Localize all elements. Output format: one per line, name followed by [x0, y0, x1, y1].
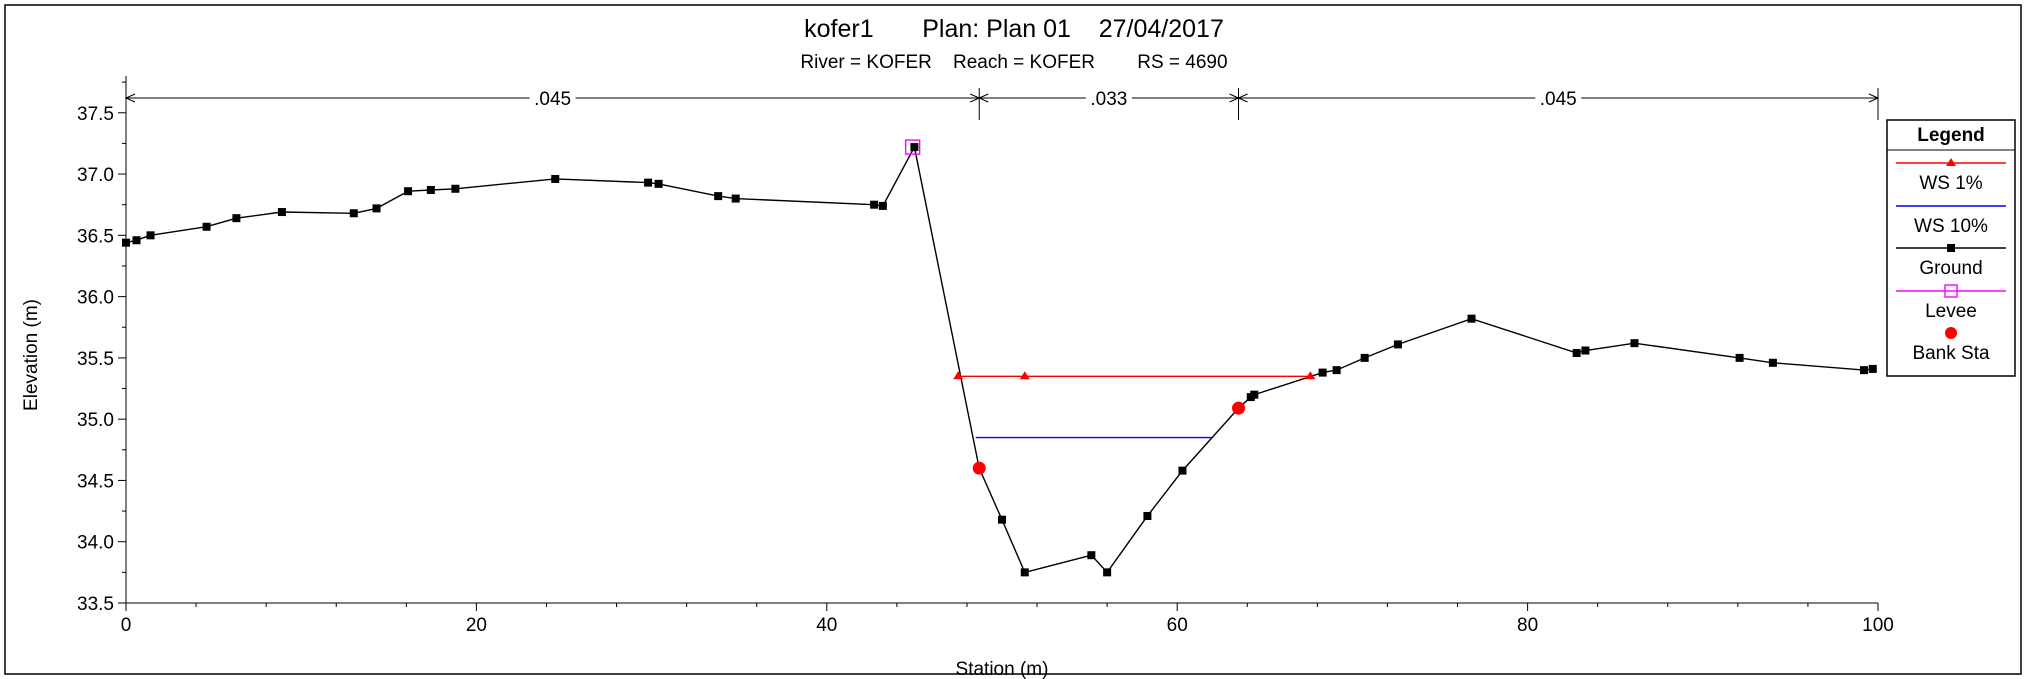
manning-n-label: .045: [534, 89, 571, 110]
ground-point: [1630, 339, 1639, 348]
chart-subtitle: River = KOFER Reach = KOFER RS = 4690: [800, 52, 1227, 73]
ground-point: [132, 236, 141, 245]
legend-ws1-marker: [1946, 158, 1956, 166]
legend-bank-label: Bank Sta: [1912, 343, 1990, 364]
y-tick-label: 35.5: [77, 349, 114, 370]
legend-levee-marker: [1944, 284, 1958, 298]
ground-point: [1859, 366, 1868, 375]
ground-point: [1332, 366, 1341, 375]
x-tick-label: 40: [816, 615, 837, 636]
ground-point: [731, 194, 740, 203]
ground-point: [1572, 348, 1581, 357]
legend-ground-label: Ground: [1919, 258, 1982, 279]
ground-point: [122, 238, 130, 247]
ground-point: [1250, 390, 1259, 399]
ground-point: [551, 174, 560, 183]
ground-point: [1581, 346, 1590, 355]
legend-levee-label: Levee: [1925, 301, 1977, 322]
ground-point: [644, 178, 653, 187]
legend-ground-marker: [1947, 244, 1955, 252]
y-tick-label: 34.5: [77, 471, 114, 492]
ground-point: [910, 143, 919, 152]
ground-point: [372, 204, 381, 213]
levee-point: [904, 139, 921, 155]
ground-point: [654, 179, 663, 188]
y-tick-label: 33.5: [77, 594, 114, 615]
y-tick-label: 34.0: [77, 533, 114, 554]
ground-point: [1318, 368, 1327, 377]
y-axis-ticks: 33.5 34.0 34.5 35.0 35.5 36.0 36.5 37.0 37.5: [77, 81, 126, 615]
legend-bank-marker: [1945, 327, 1957, 339]
manning-n-label: .033: [1090, 89, 1127, 110]
ground-point: [404, 187, 413, 196]
x-axis-ticks: 0 20 40 60 80 100: [121, 603, 1894, 636]
ground-point: [1735, 353, 1744, 362]
figure-border: [4, 4, 2022, 675]
y-tick-label: 35.0: [77, 410, 114, 431]
x-tick-label: 100: [1862, 615, 1894, 636]
ground-point: [870, 200, 879, 209]
ground-point: [202, 222, 211, 231]
series-layer: [122, 139, 1877, 577]
ground-point: [1143, 511, 1152, 520]
ground-point: [451, 184, 460, 193]
x-axis-label: Station (m): [956, 659, 1049, 679]
ground-point: [1768, 358, 1777, 367]
legend-ws10-label: WS 10%: [1914, 216, 1988, 237]
ground-point: [146, 231, 155, 240]
chart-title: kofer1 Plan: Plan 01 27/04/2017: [804, 15, 1224, 43]
legend-ws1-label: WS 1%: [1919, 173, 1982, 194]
ground-point: [1103, 568, 1112, 577]
legend: Legend WS 1% WS 10% Ground Levee Bank St…: [1886, 119, 2016, 377]
ground-point: [232, 214, 241, 223]
ground-point: [1467, 314, 1476, 323]
ws1-point: [1305, 371, 1316, 380]
bank-station-point: [972, 461, 986, 475]
x-tick-label: 60: [1167, 615, 1188, 636]
ws1-point: [953, 371, 964, 380]
ground-point: [1393, 340, 1402, 349]
legend-title: Legend: [1917, 125, 1985, 146]
plot-area: [125, 76, 1878, 604]
manning-n-label: .045: [1540, 89, 1577, 110]
y-tick-label: 37.0: [77, 165, 114, 186]
ground-point: [1868, 364, 1877, 373]
ground-point: [878, 201, 887, 210]
ground-point: [1360, 353, 1369, 362]
ground-point: [426, 185, 435, 194]
y-axis-label: Elevation (m): [21, 299, 42, 411]
ground-point: [277, 208, 286, 217]
ground-point: [1178, 466, 1187, 475]
ground-point: [998, 515, 1006, 524]
x-tick-label: 0: [121, 615, 132, 636]
y-tick-label: 36.5: [77, 226, 114, 247]
ws1-point: [1019, 371, 1030, 380]
manning-n-annotations: .045 .033 .045: [124, 88, 1880, 120]
y-tick-label: 36.0: [77, 288, 114, 309]
bank-station-point: [1232, 401, 1246, 415]
ground-point: [349, 209, 358, 218]
x-tick-label: 80: [1517, 615, 1538, 636]
ground-point: [1087, 551, 1096, 560]
x-tick-label: 20: [466, 615, 487, 636]
y-tick-label: 37.5: [77, 104, 114, 125]
ground-point: [714, 192, 723, 201]
ground-point: [1020, 568, 1029, 577]
